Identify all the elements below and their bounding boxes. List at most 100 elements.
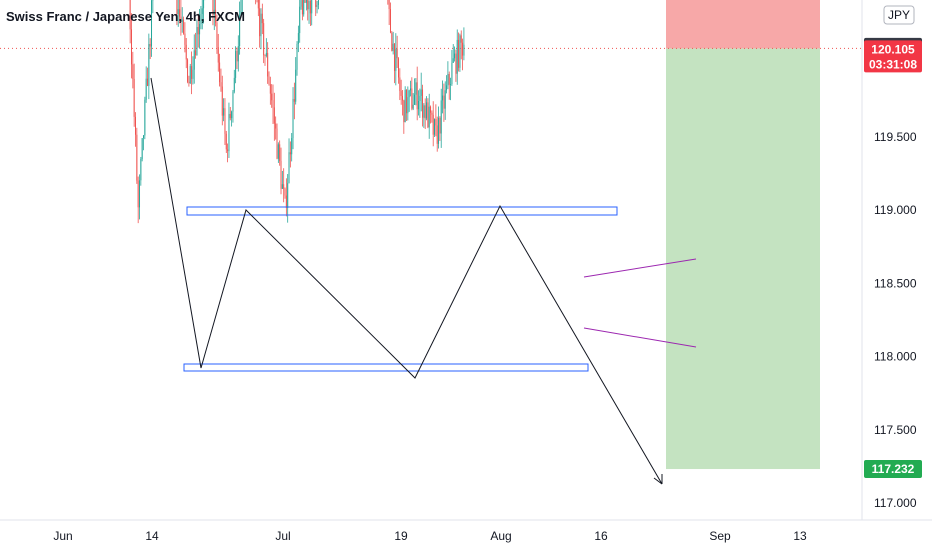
candle-body [415,82,417,95]
candle-body [144,99,146,136]
candle-body [412,104,414,109]
candle [428,93,430,139]
candle-body [291,138,293,155]
candle-body [193,50,195,70]
candle-body [458,39,460,68]
candle-body [434,119,436,135]
candle-body [235,51,237,78]
candle-body [393,43,395,71]
candle [451,49,453,86]
candle-body [316,4,318,7]
candle [181,7,183,33]
candle [149,38,151,60]
candle-body [185,44,187,60]
candle-body [225,133,227,150]
candle [420,72,422,112]
target-price-tag-bg [864,460,922,479]
candle-body [200,14,202,25]
candle [189,63,191,85]
candle-body [271,93,273,101]
candle-body [136,134,138,181]
candle [241,0,243,15]
candle-body [428,106,430,128]
candle-body [239,15,241,47]
drawings [150,77,697,485]
candle [229,106,231,121]
candle [439,116,441,141]
candle [438,106,440,149]
candle [391,30,393,52]
candle [185,37,187,69]
candle-body [309,1,311,14]
candle [447,61,449,90]
candle [416,66,418,121]
price-axis[interactable]: 117.000 117.500 118.000 118.500 119.000 119.5… [861,0,918,520]
candle-body [454,53,456,59]
candle-body [400,91,402,96]
candle-body [179,9,181,17]
support-rectangle [183,363,589,372]
candle-body [426,102,428,119]
candle-body [402,95,403,101]
candle [279,140,281,166]
resistance-rectangle [186,206,618,216]
candle [237,35,239,72]
candle [201,0,203,30]
candle-body [268,76,270,85]
candle [299,0,301,43]
candle [183,16,185,35]
candle [402,89,403,116]
candle [200,5,202,30]
candle [436,116,438,152]
candle [265,38,267,58]
candle [448,71,450,100]
candle [233,69,235,94]
candle [293,82,295,120]
candle-body [267,52,269,77]
candle [460,30,462,60]
candle [256,0,258,3]
candle [227,143,229,163]
candle-body [201,8,203,15]
candle-body [180,16,182,23]
candle [216,14,218,54]
candle [188,75,190,87]
candle [221,75,223,126]
candle-body [422,89,424,118]
candle-body [273,107,275,124]
candle [268,71,270,86]
candle-body [187,59,189,82]
candle [431,110,433,123]
candle [199,8,201,49]
candle [303,0,305,17]
bar-countdown: 03:31:08 [869,57,917,71]
candle-body [221,86,223,116]
candle-body [145,78,147,100]
candle [276,123,278,160]
candle [406,89,408,122]
candle-body [289,152,291,155]
candle [424,98,426,130]
candle-body [223,108,225,116]
candle-body [177,9,179,15]
candle-body [220,82,222,87]
time-axis[interactable]: Jun 14 Jul 19 Aug 16 Sep 13 [0,519,932,543]
candle-body [237,46,239,62]
price-tick-label: 119.000 [874,203,917,217]
candle-body [463,44,465,56]
candle [450,77,452,101]
price-tick-label: 118.500 [874,276,917,290]
candle [187,58,189,84]
candle [296,41,298,76]
currency-box [883,5,915,25]
candle-body [395,48,397,71]
candle-body [448,74,450,85]
candle [137,176,139,224]
candle-body [148,43,150,86]
candle [397,57,399,84]
candle-body [188,81,190,84]
candle [261,3,263,35]
candle-body [301,0,303,15]
candle [463,27,465,61]
